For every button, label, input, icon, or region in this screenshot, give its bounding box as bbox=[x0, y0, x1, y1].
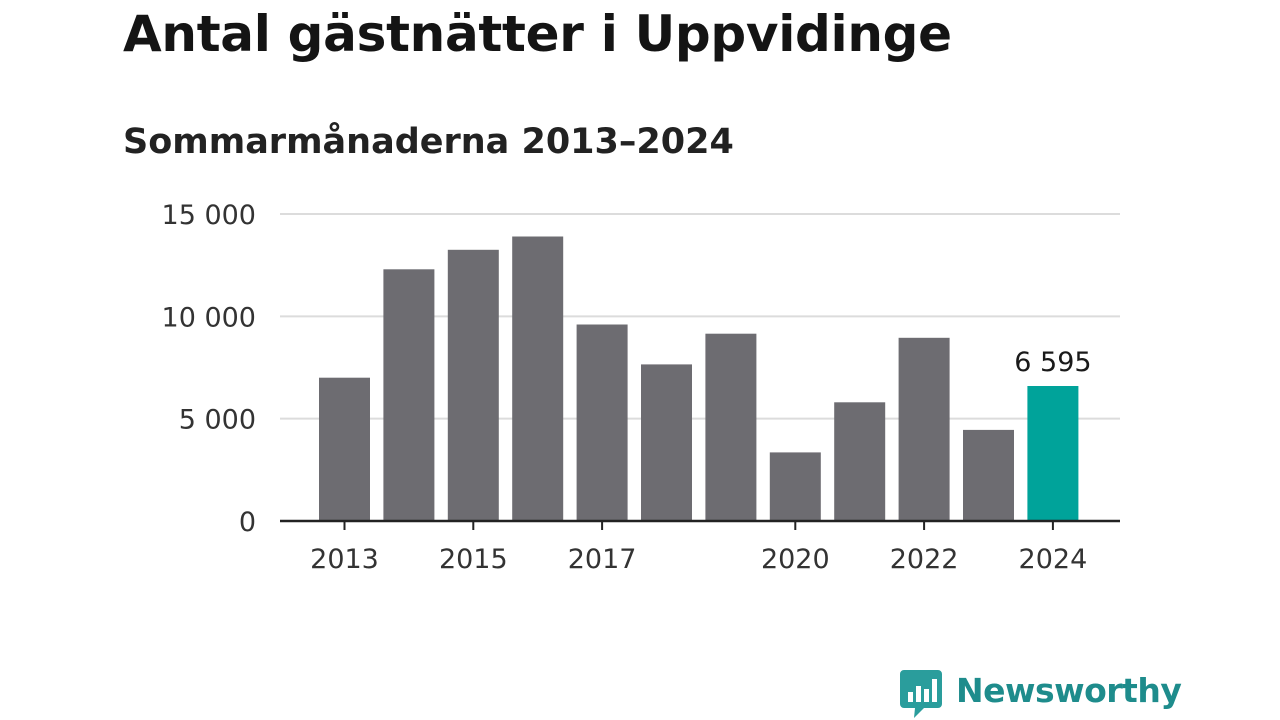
x-tick-label: 2020 bbox=[761, 544, 830, 575]
newsworthy-logo-icon bbox=[900, 670, 942, 718]
x-tick-label: 2024 bbox=[1019, 544, 1088, 575]
chart-subtitle: Sommarmånaderna 2013–2024 bbox=[123, 122, 734, 162]
brand: Newsworthy bbox=[900, 670, 1182, 720]
x-tick-label: 2017 bbox=[568, 544, 637, 575]
brand-name: Newsworthy bbox=[956, 671, 1182, 710]
bar-2016 bbox=[512, 236, 564, 521]
bar-2013 bbox=[319, 377, 370, 521]
y-tick-label: 5 000 bbox=[179, 405, 256, 436]
data-label-2024: 6 595 bbox=[1014, 347, 1091, 378]
y-tick-label: 15 000 bbox=[162, 200, 256, 231]
x-tick-label: 2013 bbox=[310, 544, 379, 575]
bar-2020 bbox=[769, 452, 821, 521]
bar-2024 bbox=[1027, 386, 1079, 521]
bar-2023 bbox=[963, 429, 1014, 521]
x-tick-label: 2015 bbox=[439, 544, 508, 575]
bar-2017 bbox=[576, 324, 628, 521]
bar-2019 bbox=[705, 333, 757, 521]
bar-2015 bbox=[447, 249, 499, 522]
bar-2018 bbox=[641, 364, 692, 521]
y-tick-label: 0 bbox=[239, 507, 256, 538]
y-tick-label: 10 000 bbox=[162, 302, 256, 333]
bar-2021 bbox=[834, 402, 886, 521]
bar-2014 bbox=[383, 269, 435, 521]
x-tick-label: 2022 bbox=[890, 544, 959, 575]
bar-2022 bbox=[898, 337, 950, 521]
chart-title: Antal gästnätter i Uppvidinge bbox=[123, 5, 952, 63]
